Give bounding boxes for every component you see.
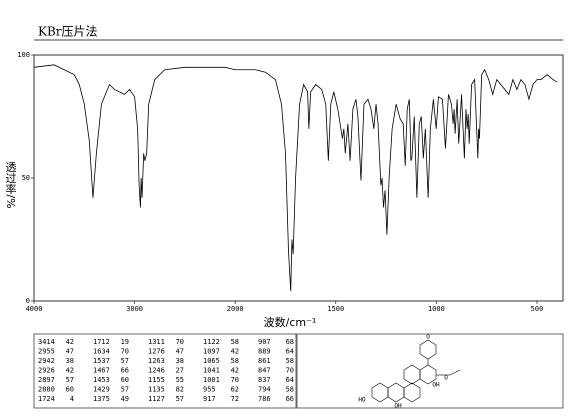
peak-wavenumber: 955: [203, 386, 216, 394]
y-tick-label: 0: [26, 297, 30, 305]
peak-wavenumber: 2926: [38, 367, 55, 375]
peak-transmittance: 42: [66, 338, 74, 346]
plot-frame: [33, 54, 564, 302]
peak-transmittance: 57: [66, 376, 74, 384]
peak-transmittance: 70: [286, 367, 294, 375]
x-tick-label: 1000: [428, 305, 445, 313]
peak-wavenumber: 786: [258, 395, 271, 403]
peak-wavenumber: 1135: [148, 386, 165, 394]
peak-wavenumber: 1634: [93, 348, 110, 356]
peak-wavenumber: 1122: [203, 338, 220, 346]
peak-transmittance: 64: [286, 348, 294, 356]
peak-transmittance: 68: [286, 338, 294, 346]
title: KBr压片法: [38, 25, 98, 39]
peak-transmittance: 47: [176, 348, 184, 356]
structure-label: O: [444, 375, 448, 382]
peak-transmittance: 62: [231, 386, 239, 394]
peak-transmittance: 42: [231, 367, 239, 375]
y-axis-label: 透过率/%: [4, 161, 17, 208]
peak-transmittance: 70: [231, 376, 239, 384]
y-tick-label: 100: [17, 51, 30, 59]
peak-wavenumber: 907: [258, 338, 271, 346]
peak-transmittance: 58: [286, 357, 294, 365]
peak-wavenumber: 1724: [38, 395, 55, 403]
structure-drawing: [371, 339, 461, 403]
spectrum-line: [33, 64, 558, 292]
peak-transmittance: 27: [176, 367, 184, 375]
structure-label: OH: [394, 403, 402, 410]
peak-wavenumber: 847: [258, 367, 271, 375]
peak-transmittance: 57: [121, 386, 129, 394]
x-tick-label: 500: [531, 305, 544, 313]
peak-wavenumber: 1453: [93, 376, 110, 384]
peak-transmittance: 60: [66, 386, 74, 394]
peak-transmittance: 70: [121, 348, 129, 356]
peak-wavenumber: 794: [258, 386, 271, 394]
peak-transmittance: 38: [176, 357, 184, 365]
peak-wavenumber: 3414: [38, 338, 55, 346]
peak-wavenumber: 1246: [148, 367, 165, 375]
peak-transmittance: 55: [176, 376, 184, 384]
x-tick-label: 2000: [227, 305, 244, 313]
structure-label: OH: [432, 382, 440, 389]
peak-transmittance: 49: [121, 395, 129, 403]
peak-transmittance: 38: [66, 357, 74, 365]
peak-transmittance: 42: [66, 367, 74, 375]
peak-wavenumber: 1467: [93, 367, 110, 375]
peak-wavenumber: 861: [258, 357, 271, 365]
peak-wavenumber: 1263: [148, 357, 165, 365]
x-axis-label: 波数/cm⁻¹: [264, 316, 317, 329]
structure-frame: [296, 333, 564, 409]
peak-table-frame: [33, 333, 297, 409]
peak-wavenumber: 837: [258, 376, 271, 384]
peak-wavenumber: 2955: [38, 348, 55, 356]
peak-wavenumber: 1712: [93, 338, 110, 346]
peak-wavenumber: 2942: [38, 357, 55, 365]
peak-transmittance: 19: [121, 338, 129, 346]
peak-transmittance: 58: [231, 357, 239, 365]
peak-transmittance: 66: [286, 395, 294, 403]
peak-transmittance: 58: [231, 338, 239, 346]
peak-wavenumber: 1276: [148, 348, 165, 356]
peak-wavenumber: 1001: [203, 376, 220, 384]
peak-wavenumber: 1375: [93, 395, 110, 403]
peak-wavenumber: 1429: [93, 386, 110, 394]
peak-wavenumber: 917: [203, 395, 216, 403]
peak-wavenumber: 1097: [203, 348, 220, 356]
peak-transmittance: 47: [66, 348, 74, 356]
peak-transmittance: 70: [176, 338, 184, 346]
peak-transmittance: 57: [121, 357, 129, 365]
peak-wavenumber: 1311: [148, 338, 165, 346]
structure-label: O: [426, 334, 430, 341]
peak-transmittance: 58: [286, 386, 294, 394]
peak-wavenumber: 1537: [93, 357, 110, 365]
peak-wavenumber: 1155: [148, 376, 165, 384]
peak-transmittance: 57: [176, 395, 184, 403]
x-tick-label: 4000: [26, 305, 43, 313]
x-tick-label: 1500: [327, 305, 344, 313]
peak-wavenumber: 1041: [203, 367, 220, 375]
y-tick-label: 50: [22, 174, 30, 182]
peak-transmittance: 64: [286, 376, 294, 384]
peak-wavenumber: 1127: [148, 395, 165, 403]
peak-transmittance: 72: [231, 395, 239, 403]
peak-wavenumber: 889: [258, 348, 271, 356]
peak-transmittance: 42: [231, 348, 239, 356]
peak-transmittance: 4: [70, 395, 74, 403]
peak-wavenumber: 2880: [38, 386, 55, 394]
peak-wavenumber: 1065: [203, 357, 220, 365]
structure-label: HO: [358, 397, 366, 404]
peak-transmittance: 60: [121, 376, 129, 384]
peak-transmittance: 82: [176, 386, 184, 394]
peak-wavenumber: 2897: [38, 376, 55, 384]
x-tick-label: 3000: [126, 305, 143, 313]
peak-transmittance: 66: [121, 367, 129, 375]
